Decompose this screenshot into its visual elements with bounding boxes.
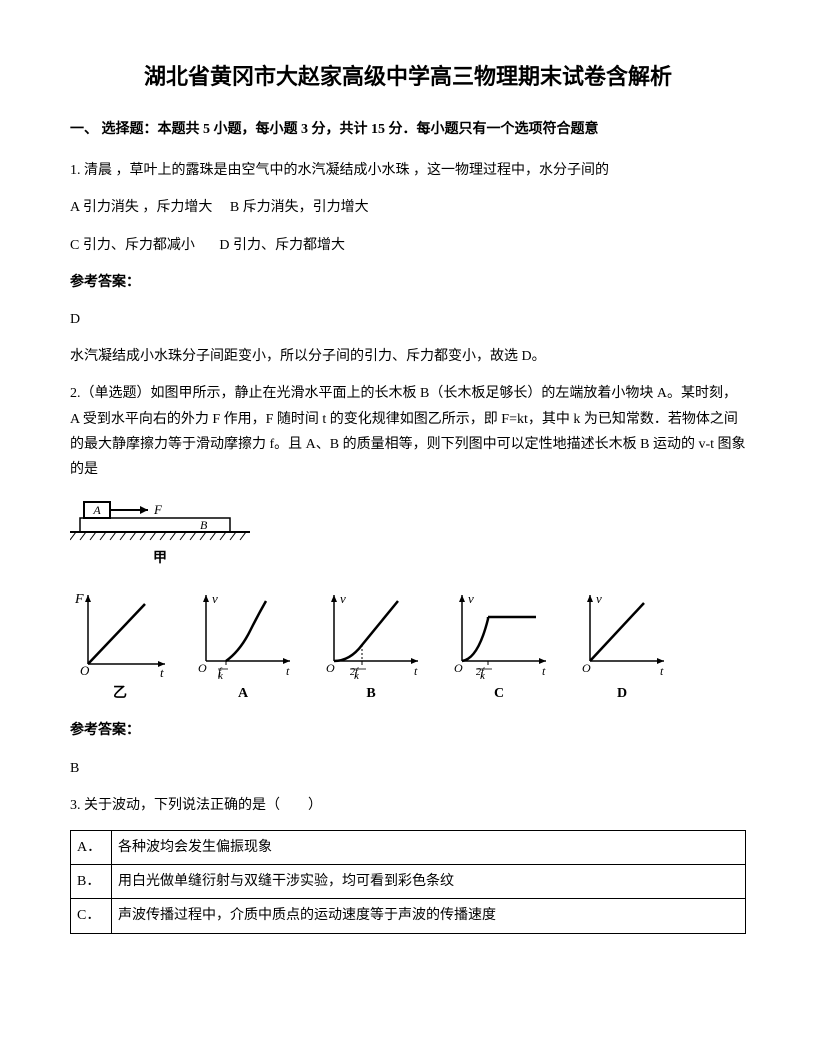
q3-rowC-text: 声波传播过程中，介质中质点的运动速度等于声波的传播速度: [112, 899, 746, 933]
graph-D: v O t D: [572, 589, 672, 706]
q2-graphs-row: F O t 乙 v O f k t A: [70, 589, 746, 706]
q3-stem: 3. 关于波动，下列说法正确的是（ ）: [70, 793, 746, 818]
C-caption: C: [494, 681, 504, 706]
q2-diagram-jia: A F B: [70, 494, 250, 544]
svg-text:k: k: [354, 670, 360, 679]
q1-optB: B 斥力消失，引力增大: [230, 200, 369, 215]
svg-text:t: t: [414, 664, 418, 678]
q1-answer-label: 参考答案：: [70, 270, 746, 295]
svg-text:t: t: [542, 664, 546, 678]
q1-optD: D 引力、斥力都增大: [219, 238, 345, 253]
q1-optC: C 引力、斥力都减小: [70, 238, 195, 253]
svg-text:O: O: [582, 661, 591, 675]
svg-text:O: O: [198, 661, 207, 675]
D-caption: D: [617, 681, 627, 706]
svg-text:k: k: [480, 670, 486, 679]
q2-answer-label: 参考答案：: [70, 718, 746, 743]
svg-text:t: t: [286, 664, 290, 678]
svg-text:v: v: [212, 591, 218, 606]
svg-text:k: k: [218, 670, 224, 679]
blockA-label: A: [92, 503, 101, 517]
A-caption: A: [238, 681, 248, 706]
q2-stem: 2.（单选题）如图甲所示，静止在光滑水平面上的长木板 B（长木板足够长）的左端放…: [70, 381, 746, 482]
jia-caption: 甲: [70, 546, 250, 571]
q1-options-row1: A 引力消失 ，斥力增大 B 斥力消失，引力增大: [70, 195, 746, 220]
q3-rowB-text: 用白光做单缝衍射与双缝干涉实验，均可看到彩色条纹: [112, 865, 746, 899]
svg-text:O: O: [326, 661, 335, 675]
page-title: 湖北省黄冈市大赵家高级中学高三物理期末试卷含解析: [70, 60, 746, 93]
q3-rowA-label: A．: [71, 831, 112, 865]
table-row: A． 各种波均会发生偏振现象: [71, 831, 746, 865]
q1-optA: A 引力消失 ，斥力增大: [70, 200, 212, 215]
q3-rowC-label: C．: [71, 899, 112, 933]
yi-caption: 乙: [113, 681, 127, 706]
table-row: B． 用白光做单缝衍射与双缝干涉实验，均可看到彩色条纹: [71, 865, 746, 899]
graph-yi: F O t 乙: [70, 589, 170, 706]
svg-text:t: t: [160, 665, 164, 679]
section-heading: 一、 选择题：本题共 5 小题，每小题 3 分，共计 15 分．每小题只有一个选…: [70, 117, 746, 142]
svg-text:O: O: [454, 661, 463, 675]
q1-stem: 1. 清晨 ，草叶上的露珠是由空气中的水汽凝结成小水珠 ，这一物理过程中，水分子…: [70, 158, 746, 183]
graph-C: v O 2f k t C: [444, 589, 554, 706]
svg-text:F: F: [74, 592, 84, 607]
svg-text:v: v: [340, 591, 346, 606]
table-row: C． 声波传播过程中，介质中质点的运动速度等于声波的传播速度: [71, 899, 746, 933]
q2-answer: B: [70, 756, 746, 781]
graph-B: v O 2f k t B: [316, 589, 426, 706]
blockB-label: B: [200, 518, 208, 532]
F-label: F: [153, 502, 163, 517]
svg-text:O: O: [80, 663, 90, 678]
svg-text:t: t: [660, 664, 664, 678]
svg-text:v: v: [468, 591, 474, 606]
q3-rowB-label: B．: [71, 865, 112, 899]
q3-options-table: A． 各种波均会发生偏振现象 B． 用白光做单缝衍射与双缝干涉实验，均可看到彩色…: [70, 830, 746, 934]
q3-rowA-text: 各种波均会发生偏振现象: [112, 831, 746, 865]
q1-options-row2: C 引力、斥力都减小 D 引力、斥力都增大: [70, 233, 746, 258]
graph-A: v O f k t A: [188, 589, 298, 706]
q1-answer: D: [70, 307, 746, 332]
svg-text:v: v: [596, 591, 602, 606]
B-caption: B: [366, 681, 375, 706]
q1-explain: 水汽凝结成小水珠分子间距变小，所以分子间的引力、斥力都变小，故选 D。: [70, 344, 746, 369]
